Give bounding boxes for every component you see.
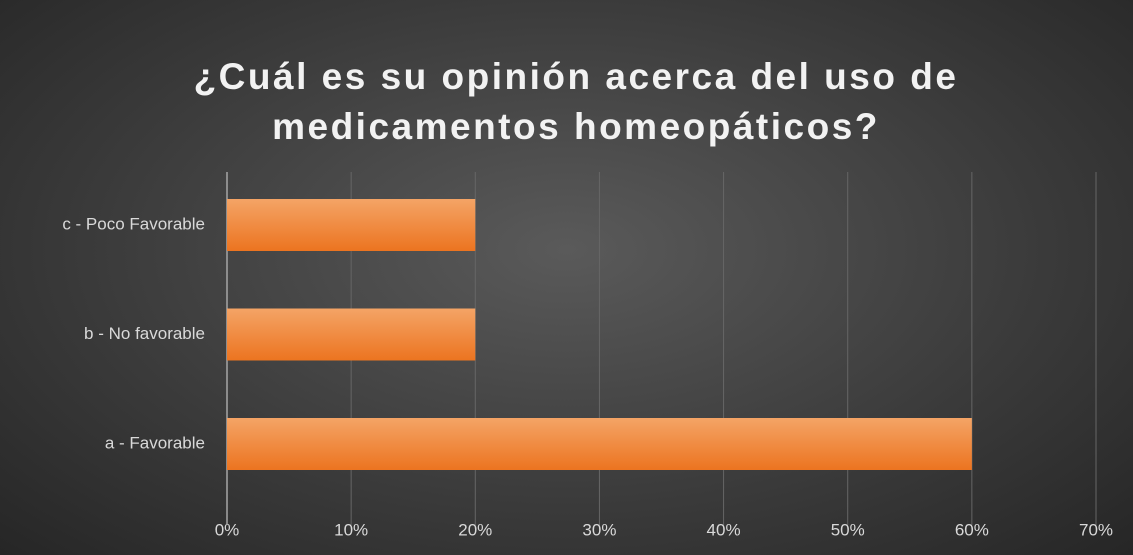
chart-title: ¿Cuál es su opinión acerca del uso de me… xyxy=(193,56,959,147)
y-tick-label: c - Poco Favorable xyxy=(62,214,205,233)
x-tick-label: 20% xyxy=(458,520,492,539)
x-tick-label: 10% xyxy=(334,520,368,539)
x-tick-label: 60% xyxy=(955,520,989,539)
x-tick-label: 30% xyxy=(582,520,616,539)
x-tick-label: 40% xyxy=(707,520,741,539)
bar xyxy=(227,199,476,251)
y-tick-label: a - Favorable xyxy=(105,433,205,452)
x-tick-label: 70% xyxy=(1079,520,1113,539)
x-tick-label: 50% xyxy=(831,520,865,539)
bar xyxy=(227,308,476,361)
x-tick-label: 0% xyxy=(215,520,240,539)
bar xyxy=(227,418,972,470)
y-tick-label: b - No favorable xyxy=(84,324,205,343)
